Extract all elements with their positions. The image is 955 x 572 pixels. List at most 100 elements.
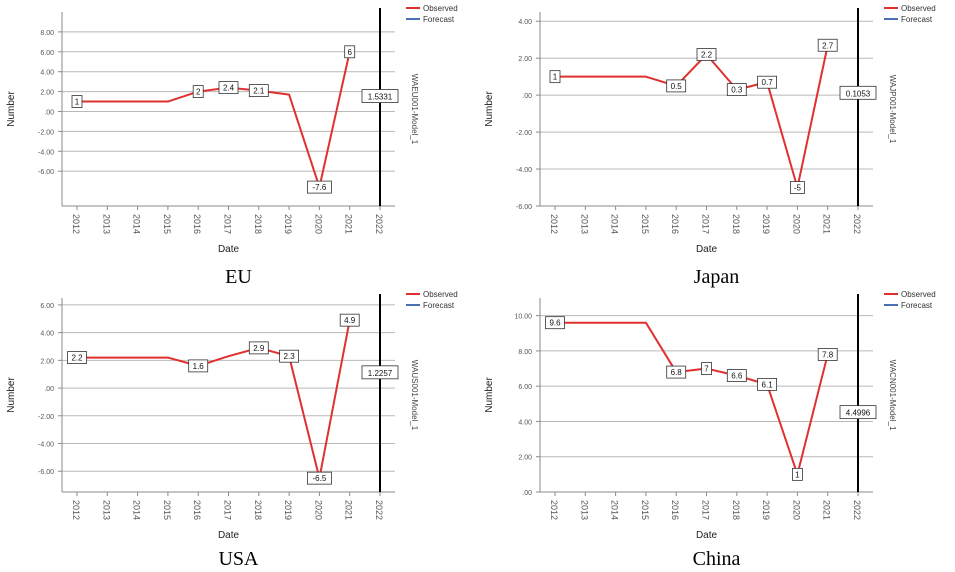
data-label-text: 1 [553, 73, 558, 82]
observed-series-line [555, 45, 829, 189]
data-label-box [701, 362, 712, 375]
x-tick-label: 2012 [71, 214, 81, 234]
y-tick-label: -6.00 [516, 204, 532, 211]
legend-observed-label: Observed [901, 290, 936, 299]
model-label: WACN001-Model_1 [888, 360, 897, 431]
data-label-box [306, 471, 332, 485]
data-label-text: 2.3 [284, 352, 296, 361]
x-tick-label: 2020 [313, 500, 323, 520]
data-label: 7 [701, 362, 712, 375]
x-tick-label: 2017 [223, 500, 233, 520]
model-label: WAJP001-Model_1 [888, 75, 897, 144]
data-label: 2.7 [817, 38, 838, 52]
x-tick-label: 2014 [610, 500, 620, 520]
y-axis-title: Number [484, 377, 495, 413]
forecast-label-text: 1.2257 [368, 369, 393, 378]
y-tick-label: -4.00 [38, 442, 54, 449]
y-tick-label: 6.00 [40, 50, 54, 57]
data-label-box [279, 349, 300, 363]
data-label-text: 2.4 [223, 84, 235, 93]
y-axis-title: Number [484, 91, 495, 127]
data-label-box [757, 378, 778, 391]
x-tick-label: 2012 [549, 214, 559, 234]
data-label-text: -6.5 [313, 474, 327, 483]
y-tick-label: 8.00 [518, 349, 532, 356]
data-label-text: 2.2 [701, 50, 713, 59]
data-label-box [726, 83, 747, 96]
data-label: 0.5 [666, 79, 687, 93]
data-label: 6.1 [757, 378, 778, 391]
x-tick-label: 2013 [579, 500, 589, 520]
x-tick-label: 2015 [640, 214, 650, 234]
x-tick-label: 2018 [253, 500, 263, 520]
y-tick-label: 8.00 [40, 30, 54, 37]
x-tick-label: 2012 [549, 500, 559, 520]
data-label-box [306, 180, 332, 194]
model-label: WAEU001-Model_1 [410, 74, 419, 145]
forecast-label-box [361, 89, 399, 103]
x-axis-title: Date [218, 530, 240, 541]
y-tick-label: 4.00 [40, 70, 54, 77]
data-label-text: 0.7 [762, 78, 774, 87]
x-tick-label: 2018 [731, 214, 741, 234]
y-tick-label: -4.00 [38, 149, 54, 156]
data-label: 4.9 [339, 313, 360, 327]
y-tick-label: .00 [522, 490, 532, 497]
y-tick-label: 10.00 [514, 314, 532, 321]
data-label: 2.1 [248, 84, 269, 97]
x-tick-label: 2017 [701, 214, 711, 234]
x-tick-label: 2014 [132, 214, 142, 234]
data-label-text: 6.8 [671, 368, 683, 377]
data-label: 6.6 [726, 369, 747, 382]
data-label: -6.5 [306, 471, 332, 485]
forecast-label: 1.5331 [361, 89, 399, 103]
data-label: 2.4 [218, 81, 239, 95]
forecast-label: 4.4996 [839, 405, 877, 420]
x-tick-label: 2021 [344, 500, 354, 520]
forecast-label-text: 4.4996 [846, 409, 871, 418]
data-label: 9.6 [545, 316, 565, 330]
x-tick-label: 2022 [374, 500, 384, 520]
data-label-text: 6.1 [762, 380, 774, 389]
forecast-label-box [361, 365, 399, 380]
country-label-eu: EU [225, 266, 252, 288]
y-tick-label: -6.00 [38, 169, 54, 176]
data-label-text: 7.8 [822, 350, 834, 359]
chart-panel-china: 10.00 8.00 6.00 4.00 2.00 .00 2012 2013 2014 2015… [478, 286, 955, 572]
data-label-box [344, 45, 356, 59]
data-label-text: 7 [704, 365, 709, 374]
data-label-box [817, 38, 838, 52]
data-label-text: 6.6 [731, 372, 743, 381]
y-tick-label: -4.00 [516, 167, 532, 174]
data-label-box [188, 359, 209, 373]
x-tick-label: 2022 [852, 214, 862, 234]
data-label-box [726, 369, 747, 382]
data-label-box [67, 351, 87, 364]
y-tick-label: 4.00 [518, 19, 532, 26]
x-tick-label: 2022 [374, 214, 384, 234]
x-tick-label: 2021 [822, 500, 832, 520]
legend-forecast-label: Forecast [423, 15, 455, 24]
data-label: 2.2 [696, 48, 717, 61]
x-tick-label: 2016 [192, 214, 202, 234]
y-tick-label: 2.00 [518, 455, 532, 462]
x-tick-label: 2017 [701, 500, 711, 520]
x-tick-label: 2020 [791, 214, 801, 234]
forecast-label-box [839, 85, 877, 100]
legend-forecast-label: Forecast [901, 301, 933, 310]
x-tick-label: 2014 [610, 214, 620, 234]
country-label-china: China [692, 548, 741, 570]
x-tick-label: 2019 [761, 214, 771, 234]
y-tick-label: 6.00 [40, 303, 54, 310]
y-axis-title: Number [6, 377, 17, 413]
data-label-text: 2 [196, 88, 201, 97]
observed-series-line [77, 51, 351, 189]
data-label: -7.6 [306, 180, 332, 194]
data-label-text: 9.6 [549, 319, 561, 328]
x-tick-label: 2018 [731, 500, 741, 520]
x-tick-label: 2013 [101, 500, 111, 520]
data-label: 2.9 [248, 341, 269, 355]
data-label: 0.7 [757, 75, 778, 89]
data-label-box [666, 79, 687, 93]
x-tick-label: 2015 [162, 500, 172, 520]
